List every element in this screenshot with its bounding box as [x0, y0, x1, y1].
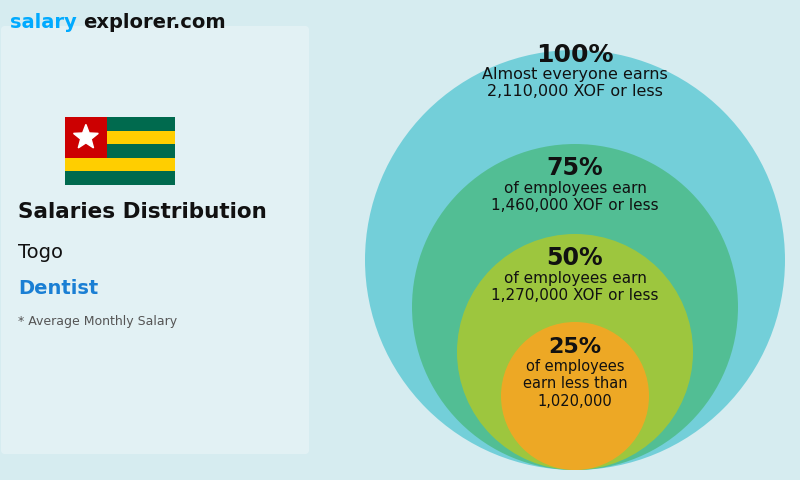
- Bar: [65, 171, 175, 185]
- Bar: [65, 117, 175, 131]
- Text: of employees earn: of employees earn: [503, 180, 646, 195]
- Text: of employees: of employees: [526, 360, 624, 374]
- Bar: [65, 131, 175, 144]
- FancyBboxPatch shape: [1, 26, 309, 454]
- Bar: [65, 144, 175, 158]
- Text: 1,460,000 XOF or less: 1,460,000 XOF or less: [491, 197, 659, 213]
- Text: explorer.com: explorer.com: [83, 13, 226, 33]
- Text: 2,110,000 XOF or less: 2,110,000 XOF or less: [487, 84, 663, 99]
- Circle shape: [457, 234, 693, 470]
- Text: salary: salary: [10, 13, 77, 33]
- Text: 75%: 75%: [546, 156, 603, 180]
- Text: 25%: 25%: [549, 337, 602, 357]
- Text: Salaries Distribution: Salaries Distribution: [18, 202, 266, 222]
- Text: earn less than: earn less than: [522, 376, 627, 392]
- Text: 1,020,000: 1,020,000: [538, 394, 612, 408]
- Circle shape: [365, 50, 785, 470]
- Bar: [65, 117, 107, 158]
- Circle shape: [412, 144, 738, 470]
- Bar: [65, 158, 175, 171]
- Text: of employees earn: of employees earn: [503, 271, 646, 286]
- Text: Almost everyone earns: Almost everyone earns: [482, 68, 668, 83]
- Polygon shape: [74, 124, 98, 148]
- Text: Dentist: Dentist: [18, 278, 98, 298]
- Text: Togo: Togo: [18, 242, 63, 262]
- Text: 50%: 50%: [546, 246, 603, 270]
- Text: * Average Monthly Salary: * Average Monthly Salary: [18, 315, 177, 328]
- Text: 100%: 100%: [536, 43, 614, 67]
- Circle shape: [501, 322, 649, 470]
- Text: 1,270,000 XOF or less: 1,270,000 XOF or less: [491, 288, 658, 302]
